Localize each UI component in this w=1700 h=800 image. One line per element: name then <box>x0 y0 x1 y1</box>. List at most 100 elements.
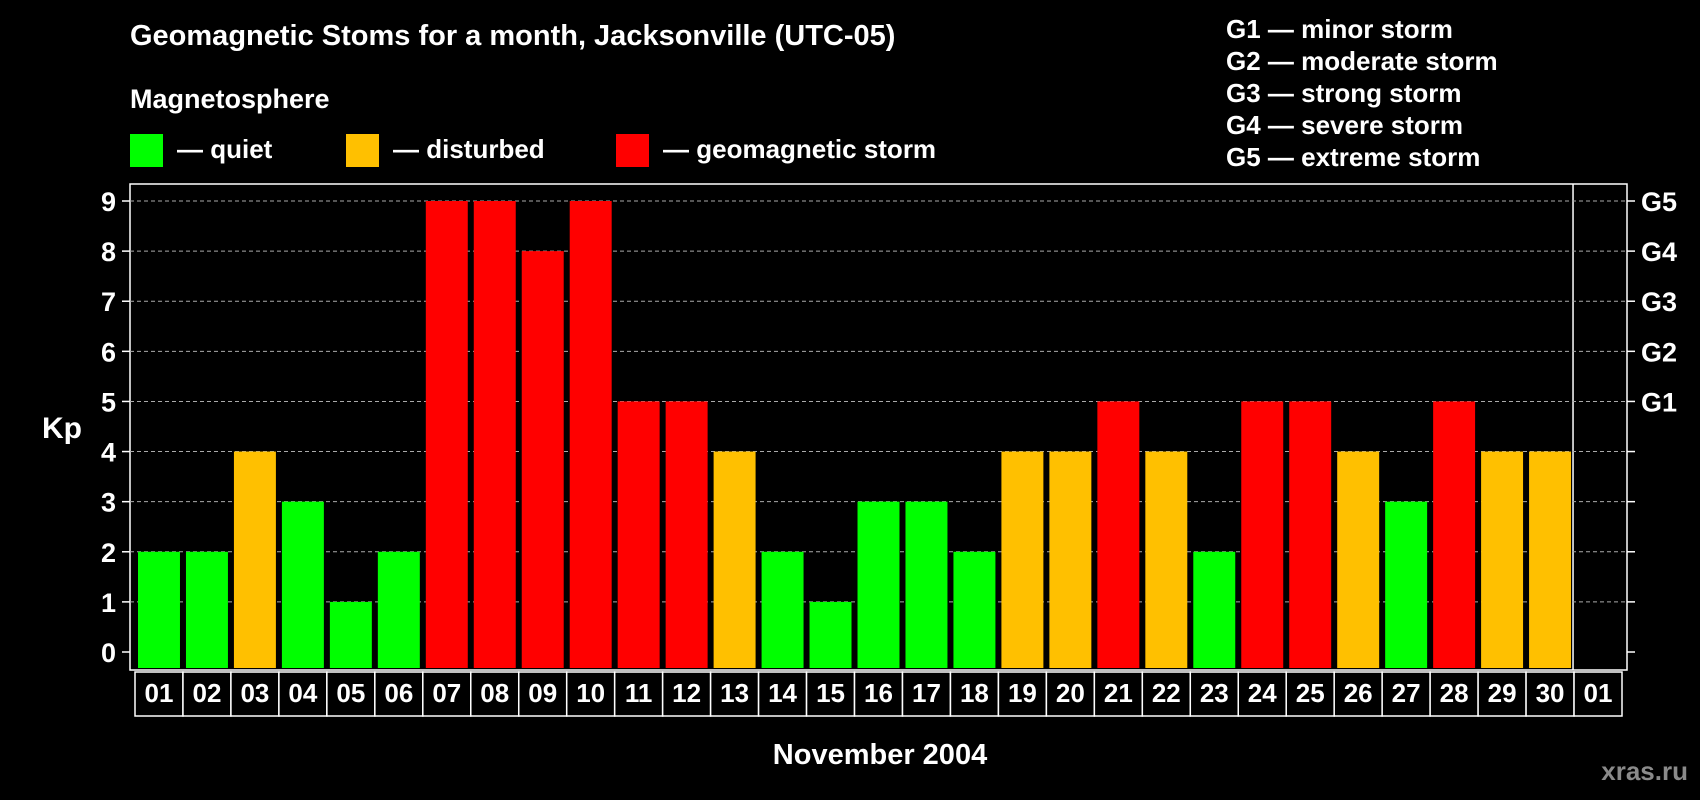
x-tick-label: 24 <box>1248 678 1277 708</box>
x-tick-box <box>1429 671 1479 717</box>
bar <box>329 601 372 668</box>
x-tick-label: 09 <box>528 678 557 708</box>
x-tick-label: 16 <box>864 678 893 708</box>
x-tick-label: 25 <box>1296 678 1325 708</box>
x-tick-label: 30 <box>1536 678 1565 708</box>
x-tick-box <box>901 671 952 717</box>
legend-label-storm: — geomagnetic storm <box>663 134 937 164</box>
bar <box>1145 451 1188 668</box>
right-axis-label: G2 <box>1641 337 1677 367</box>
bar <box>281 501 324 668</box>
x-tick-label: 01 <box>145 678 174 708</box>
bar <box>569 201 612 668</box>
bar <box>857 501 900 668</box>
right-axis-label: G5 <box>1641 187 1677 217</box>
x-tick-box <box>853 671 904 717</box>
bar <box>665 401 708 668</box>
g-scale-g4: G4 — severe storm <box>1226 110 1464 140</box>
x-tick-box <box>1237 671 1287 717</box>
x-tick-label: 23 <box>1200 678 1229 708</box>
x-tick-label: 11 <box>625 678 653 708</box>
bar <box>1097 401 1140 668</box>
y-tick-label: 0 <box>101 638 116 668</box>
x-tick-box <box>565 671 616 717</box>
x-tick-label: 29 <box>1488 678 1517 708</box>
legend-swatch-storm <box>616 134 649 167</box>
x-tick-box <box>1381 671 1431 717</box>
y-tick-label: 5 <box>101 387 116 417</box>
x-tick-label: 12 <box>672 678 701 708</box>
x-tick-label: 04 <box>288 678 317 708</box>
plot-frame <box>129 183 1628 671</box>
y-axis-label: Kp <box>42 412 82 445</box>
x-tick-label: 07 <box>432 678 461 708</box>
x-tick-box <box>1189 671 1240 717</box>
x-tick-label: 15 <box>816 678 845 708</box>
bar <box>377 551 420 668</box>
y-tick-label: 2 <box>101 538 116 568</box>
bar <box>617 401 660 668</box>
x-tick-label: 13 <box>720 678 749 708</box>
x-tick-label: 06 <box>384 678 413 708</box>
x-tick-label: 08 <box>480 678 509 708</box>
bar <box>233 451 276 668</box>
x-tick-box <box>326 671 376 717</box>
x-tick-box <box>1333 671 1383 717</box>
g-scale-g2: G2 — moderate storm <box>1226 46 1498 76</box>
x-tick-box <box>422 671 472 717</box>
x-tick-label: 03 <box>240 678 269 708</box>
bar <box>1529 451 1572 668</box>
bar <box>905 501 948 668</box>
x-tick-label: 27 <box>1392 678 1421 708</box>
legend-swatch-quiet <box>130 134 163 167</box>
y-tick-label: 7 <box>101 287 116 317</box>
watermark: xras.ru <box>1601 756 1688 786</box>
bar <box>1337 451 1380 668</box>
bar <box>1481 451 1524 668</box>
x-tick-label: 14 <box>768 678 797 708</box>
bar <box>425 201 468 668</box>
g-scale-g5: G5 — extreme storm <box>1226 142 1481 172</box>
right-axis-label: G3 <box>1641 287 1677 317</box>
x-tick-box <box>182 671 232 717</box>
y-tick-label: 9 <box>101 187 116 217</box>
x-tick-label: 20 <box>1056 678 1085 708</box>
bar <box>138 551 180 668</box>
x-tick-label: 02 <box>192 678 221 708</box>
bar <box>1289 401 1332 668</box>
x-tick-box <box>1477 671 1527 717</box>
bar <box>953 551 996 668</box>
x-tick-label: 22 <box>1152 678 1181 708</box>
legend-swatch-disturbed <box>346 134 379 167</box>
x-tick-box <box>470 671 520 717</box>
bar <box>521 251 564 668</box>
y-tick-label: 8 <box>101 237 116 267</box>
x-tick-label: 17 <box>912 678 941 708</box>
bar <box>761 551 804 668</box>
x-tick-label: 05 <box>336 678 365 708</box>
x-tick-label: 19 <box>1008 678 1037 708</box>
x-tick-box <box>1525 671 1575 717</box>
x-tick-box <box>949 671 1000 717</box>
x-tick-box <box>997 671 1048 717</box>
y-tick-label: 3 <box>101 488 116 518</box>
bar <box>1193 551 1236 668</box>
x-tick-label: 01 <box>1584 678 1613 708</box>
bar <box>1001 451 1044 668</box>
right-axis-label: G4 <box>1641 237 1677 267</box>
x-tick-label: 10 <box>576 678 605 708</box>
x-tick-box <box>709 671 760 717</box>
x-tick-label: 21 <box>1104 678 1133 708</box>
bar <box>473 201 516 668</box>
x-tick-box <box>757 671 808 717</box>
bar <box>185 551 228 668</box>
legend-label-disturbed: — disturbed <box>393 134 545 164</box>
legend-label-quiet: — quiet <box>177 134 273 164</box>
x-tick-box <box>1573 671 1623 717</box>
g-scale-g1: G1 — minor storm <box>1226 14 1453 44</box>
right-axis-label: G1 <box>1641 387 1677 417</box>
x-tick-label: 26 <box>1344 678 1373 708</box>
x-tick-label: 18 <box>960 678 989 708</box>
x-tick-box <box>374 671 424 717</box>
